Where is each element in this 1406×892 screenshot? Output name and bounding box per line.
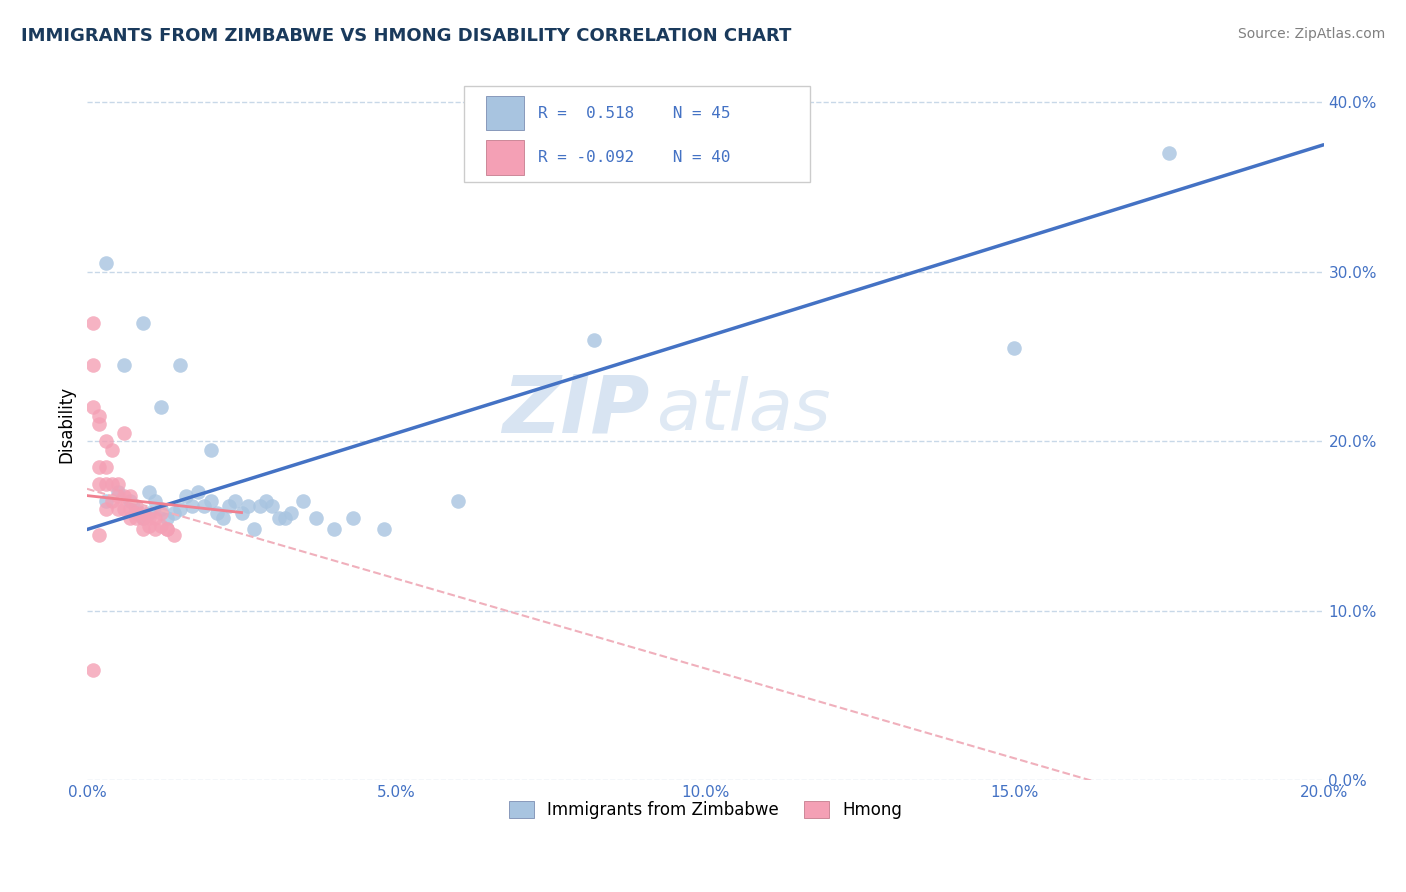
Point — [143, 493, 166, 508]
Point — [125, 499, 148, 513]
Point — [107, 489, 129, 503]
Text: Source: ZipAtlas.com: Source: ZipAtlas.com — [1237, 27, 1385, 41]
Point — [138, 519, 160, 533]
Point — [138, 510, 160, 524]
Point — [94, 434, 117, 449]
Point — [107, 485, 129, 500]
Point — [305, 510, 328, 524]
Point — [262, 499, 284, 513]
Point — [112, 502, 135, 516]
Point — [169, 502, 191, 516]
Point — [131, 510, 153, 524]
Point — [342, 510, 364, 524]
Point — [120, 489, 142, 503]
Point — [373, 523, 395, 537]
Point — [125, 502, 148, 516]
Bar — [486, 96, 523, 130]
Point — [94, 502, 117, 516]
Point — [138, 506, 160, 520]
Y-axis label: Disability: Disability — [58, 386, 75, 463]
FancyBboxPatch shape — [464, 87, 810, 182]
Point — [231, 506, 253, 520]
Point — [150, 506, 173, 520]
Point — [100, 476, 122, 491]
Bar — [486, 140, 523, 175]
Point — [82, 401, 104, 415]
Point — [82, 663, 104, 677]
Point — [94, 493, 117, 508]
Point — [94, 476, 117, 491]
Point — [249, 499, 271, 513]
Point — [243, 523, 266, 537]
Legend: Immigrants from Zimbabwe, Hmong: Immigrants from Zimbabwe, Hmong — [502, 794, 908, 825]
Point — [156, 523, 179, 537]
Point — [218, 499, 240, 513]
Point — [82, 358, 104, 372]
Point — [181, 499, 204, 513]
Point — [162, 527, 184, 541]
Text: ZIP: ZIP — [502, 371, 650, 450]
Point — [131, 506, 153, 520]
Point — [82, 316, 104, 330]
Point — [280, 506, 302, 520]
Point — [131, 510, 153, 524]
Point — [200, 493, 222, 508]
Point — [131, 316, 153, 330]
Point — [224, 493, 246, 508]
Point — [323, 523, 346, 537]
Point — [112, 489, 135, 503]
Text: atlas: atlas — [655, 376, 831, 445]
Point — [89, 476, 111, 491]
Point — [100, 442, 122, 457]
Point — [125, 510, 148, 524]
Point — [254, 493, 277, 508]
Point — [156, 523, 179, 537]
Point — [267, 510, 290, 524]
Point — [120, 493, 142, 508]
Point — [94, 459, 117, 474]
Point — [150, 401, 173, 415]
Point — [120, 510, 142, 524]
Point — [150, 502, 173, 516]
Point — [1157, 146, 1180, 161]
Text: R = -0.092    N = 40: R = -0.092 N = 40 — [538, 150, 731, 165]
Point — [125, 506, 148, 520]
Point — [447, 493, 470, 508]
Point — [274, 510, 297, 524]
Point — [187, 485, 209, 500]
Point — [200, 442, 222, 457]
Point — [131, 523, 153, 537]
Point — [205, 506, 228, 520]
Point — [89, 417, 111, 432]
Point — [174, 489, 197, 503]
Text: R =  0.518    N = 45: R = 0.518 N = 45 — [538, 106, 731, 120]
Point — [236, 499, 259, 513]
Point — [89, 409, 111, 423]
Point — [292, 493, 315, 508]
Point — [582, 333, 605, 347]
Point — [1004, 341, 1026, 355]
Text: IMMIGRANTS FROM ZIMBABWE VS HMONG DISABILITY CORRELATION CHART: IMMIGRANTS FROM ZIMBABWE VS HMONG DISABI… — [21, 27, 792, 45]
Point — [193, 499, 215, 513]
Point — [94, 256, 117, 270]
Point — [120, 502, 142, 516]
Point — [143, 523, 166, 537]
Point — [169, 358, 191, 372]
Point — [138, 485, 160, 500]
Point — [112, 358, 135, 372]
Point — [107, 502, 129, 516]
Point — [212, 510, 235, 524]
Point — [112, 425, 135, 440]
Point — [162, 506, 184, 520]
Point — [107, 476, 129, 491]
Point — [89, 527, 111, 541]
Point — [156, 510, 179, 524]
Point — [143, 510, 166, 524]
Point — [150, 519, 173, 533]
Point — [100, 493, 122, 508]
Point — [89, 459, 111, 474]
